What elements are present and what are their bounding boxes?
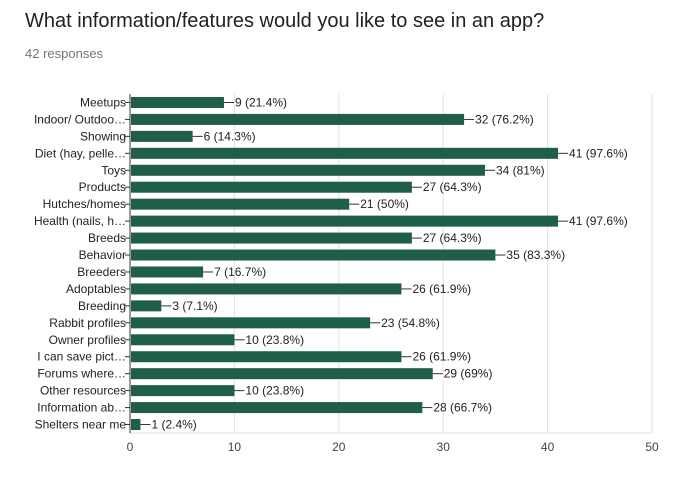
x-tick-label: 0 — [127, 440, 134, 454]
chart-title: What information/features would you like… — [25, 10, 545, 32]
y-tick-label: Hutches/homes — [43, 197, 126, 211]
y-tick-label: Meetups — [80, 95, 126, 109]
label-layer: 0 10 20 30 40 50 Meetups 9 (21.4%) Indoor/ Outdo… — [34, 95, 659, 454]
y-tick-label: Breeders — [77, 265, 126, 279]
bar — [131, 368, 433, 380]
y-tick-label: Behavior — [79, 248, 126, 262]
data-label: 35 (83.3%) — [506, 248, 565, 262]
y-tick-label: Toys — [101, 163, 126, 177]
grid-layer — [125, 94, 653, 434]
y-tick-label: Adoptables — [66, 282, 126, 296]
data-label: 10 (23.8%) — [245, 333, 304, 347]
y-tick-label: Diet (hay, pelle… — [35, 146, 126, 160]
y-tick-label: Indoor/ Outdoo… — [34, 112, 126, 126]
bar — [131, 130, 193, 142]
y-tick-label: Health (nails, h… — [34, 214, 126, 228]
bar — [131, 266, 204, 278]
data-label: 10 (23.8%) — [245, 384, 304, 398]
data-label: 6 (14.3%) — [204, 129, 256, 143]
bar — [131, 96, 224, 108]
y-tick-label: Products — [79, 180, 126, 194]
bar — [131, 215, 559, 227]
bar — [131, 317, 371, 329]
data-label: 41 (97.6%) — [569, 146, 628, 160]
x-tick-label: 30 — [437, 440, 451, 454]
y-tick-label: Information ab… — [37, 401, 126, 415]
bar-layer — [131, 96, 559, 431]
y-tick-label: Showing — [80, 129, 126, 143]
data-label: 29 (69%) — [444, 367, 493, 381]
bar — [131, 198, 350, 210]
data-label: 3 (7.1%) — [172, 299, 217, 313]
y-tick-label: Forums where… — [37, 367, 126, 381]
bar — [131, 385, 235, 397]
bar — [131, 334, 235, 346]
bar — [131, 113, 465, 125]
data-label: 9 (21.4%) — [235, 95, 287, 109]
y-tick-label: I can save pict… — [37, 350, 126, 364]
data-label: 27 (64.3%) — [423, 231, 482, 245]
bar — [131, 181, 412, 193]
data-label: 27 (64.3%) — [423, 180, 482, 194]
x-tick-label: 40 — [541, 440, 555, 454]
data-label: 7 (16.7%) — [214, 265, 266, 279]
response-count: 42 responses — [25, 46, 104, 61]
bar — [131, 232, 412, 244]
bar — [131, 147, 559, 159]
y-tick-label: Rabbit profiles — [49, 316, 126, 330]
y-tick-label: Shelters near me — [35, 418, 127, 432]
y-tick-label: Breeds — [88, 231, 126, 245]
bar — [131, 419, 141, 431]
data-label: 32 (76.2%) — [475, 112, 534, 126]
y-tick-label: Other resources — [40, 384, 126, 398]
y-tick-label: Breeding — [78, 299, 126, 313]
bar — [131, 164, 485, 176]
y-tick-label: Owner profiles — [49, 333, 126, 347]
data-label: 41 (97.6%) — [569, 214, 628, 228]
bar — [131, 402, 423, 414]
bar — [131, 351, 402, 363]
bar — [131, 283, 402, 295]
data-label: 28 (66.7%) — [433, 401, 492, 415]
data-label: 26 (61.9%) — [412, 282, 471, 296]
data-label: 26 (61.9%) — [412, 350, 471, 364]
data-label: 34 (81%) — [496, 163, 545, 177]
bar — [131, 249, 496, 261]
x-tick-label: 10 — [228, 440, 242, 454]
x-tick-label: 50 — [645, 440, 659, 454]
data-label: 23 (54.8%) — [381, 316, 440, 330]
x-tick-label: 20 — [332, 440, 346, 454]
data-label: 21 (50%) — [360, 197, 409, 211]
data-label: 1 (2.4%) — [151, 418, 196, 432]
bar — [131, 300, 162, 312]
